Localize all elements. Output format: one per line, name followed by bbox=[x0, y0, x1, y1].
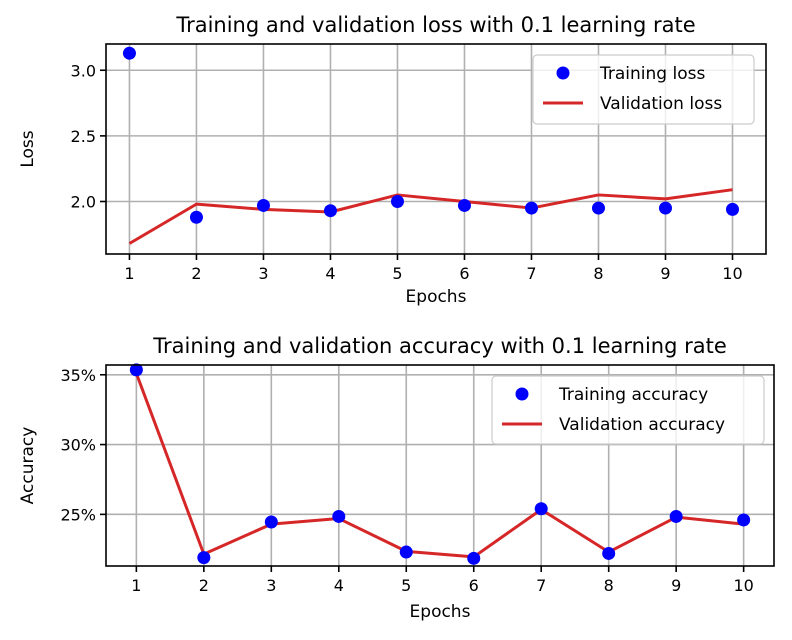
x-tick-label: 5 bbox=[401, 576, 411, 595]
training-point bbox=[189, 210, 203, 224]
legend: Training loss Validation loss bbox=[532, 54, 755, 125]
training-point bbox=[197, 551, 211, 565]
chart-title: Training and validation loss with 0.1 le… bbox=[175, 13, 695, 37]
legend-box bbox=[491, 375, 765, 445]
plot-frame bbox=[105, 43, 767, 255]
training-point bbox=[534, 502, 548, 516]
x-tick-label: 7 bbox=[536, 576, 546, 595]
training-point bbox=[737, 513, 751, 527]
training-point bbox=[658, 201, 672, 215]
legend-label: Training accuracy bbox=[558, 385, 708, 405]
x-tick-label: 3 bbox=[258, 264, 268, 283]
legend-marker-points bbox=[515, 387, 529, 401]
x-tick-label: 9 bbox=[671, 576, 681, 595]
chart-2: Training and validation accuracy with 0.… bbox=[18, 334, 775, 622]
training-point bbox=[129, 363, 143, 377]
legend-marker-points bbox=[556, 66, 570, 80]
legend: Training accuracy Validation accuracy bbox=[491, 375, 765, 445]
legend-box bbox=[532, 54, 755, 125]
y-tick-label: 3.0 bbox=[71, 61, 96, 80]
training-point bbox=[524, 201, 538, 215]
training-point bbox=[256, 198, 270, 212]
x-tick-label: 2 bbox=[191, 264, 201, 283]
training-point bbox=[399, 545, 413, 559]
y-tick-label: 2.5 bbox=[71, 127, 96, 146]
x-tick-label: 10 bbox=[733, 576, 753, 595]
x-tick-label: 1 bbox=[131, 576, 141, 595]
training-point bbox=[390, 195, 404, 208]
x-tick-label: 4 bbox=[334, 576, 344, 595]
x-tick-label: 9 bbox=[660, 264, 670, 283]
x-tick-label: 8 bbox=[593, 264, 603, 283]
validation-line bbox=[128, 188, 733, 245]
training-point bbox=[264, 515, 278, 529]
x-tick-label: 1 bbox=[124, 264, 134, 283]
chart-title: Training and validation accuracy with 0.… bbox=[152, 334, 727, 358]
x-tick-label: 6 bbox=[459, 264, 469, 283]
x-axis-label: Epochs bbox=[406, 287, 467, 307]
legend-label: Validation accuracy bbox=[559, 415, 725, 435]
x-axis-label: Epochs bbox=[410, 602, 471, 622]
x-tick-label: 7 bbox=[526, 264, 536, 283]
y-axis-label: Accuracy bbox=[18, 427, 38, 505]
y-tick-label: 30% bbox=[60, 436, 96, 455]
x-tick-label: 4 bbox=[325, 264, 335, 283]
x-tick-label: 10 bbox=[722, 264, 742, 283]
plot-frame bbox=[105, 364, 775, 567]
training-point bbox=[122, 46, 136, 60]
chart-1: Training and validation loss with 0.1 le… bbox=[18, 13, 767, 307]
x-tick-label: 3 bbox=[266, 576, 276, 595]
x-tick-label: 2 bbox=[199, 576, 209, 595]
training-point bbox=[725, 202, 739, 216]
training-point bbox=[467, 551, 481, 565]
y-tick-label: 2.0 bbox=[71, 193, 96, 212]
x-tick-label: 6 bbox=[469, 576, 479, 595]
y-tick-label: 25% bbox=[60, 505, 96, 524]
training-point bbox=[602, 546, 616, 560]
training-point bbox=[323, 204, 337, 218]
training-point bbox=[669, 509, 683, 523]
legend-label: Training loss bbox=[599, 64, 705, 84]
training-point bbox=[457, 198, 471, 212]
training-point bbox=[591, 201, 605, 215]
legend-label: Validation loss bbox=[600, 94, 722, 114]
y-tick-label: 35% bbox=[60, 366, 96, 385]
x-tick-label: 5 bbox=[392, 264, 402, 283]
training-point bbox=[332, 509, 346, 523]
validation-line bbox=[134, 372, 744, 559]
y-axis-label: Loss bbox=[18, 130, 38, 167]
x-tick-label: 8 bbox=[604, 576, 614, 595]
